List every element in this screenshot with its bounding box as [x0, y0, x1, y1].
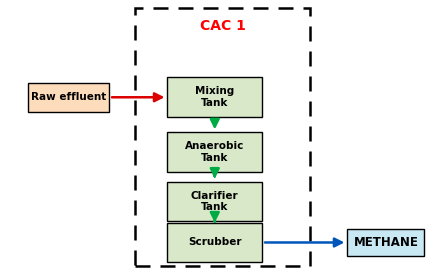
- Text: Scrubber: Scrubber: [188, 238, 242, 247]
- Text: CAC 1: CAC 1: [200, 19, 246, 33]
- Text: Anaerobic
Tank: Anaerobic Tank: [185, 141, 244, 163]
- Text: Raw effluent: Raw effluent: [31, 92, 106, 102]
- Text: Mixing
Tank: Mixing Tank: [195, 87, 235, 108]
- FancyBboxPatch shape: [27, 83, 109, 112]
- FancyBboxPatch shape: [168, 77, 262, 117]
- Text: METHANE: METHANE: [353, 236, 419, 249]
- FancyBboxPatch shape: [348, 230, 424, 255]
- FancyBboxPatch shape: [168, 222, 262, 262]
- FancyBboxPatch shape: [168, 132, 262, 172]
- Bar: [135, 8, 310, 266]
- FancyBboxPatch shape: [168, 181, 262, 221]
- Text: Clarifier
Tank: Clarifier Tank: [191, 191, 239, 212]
